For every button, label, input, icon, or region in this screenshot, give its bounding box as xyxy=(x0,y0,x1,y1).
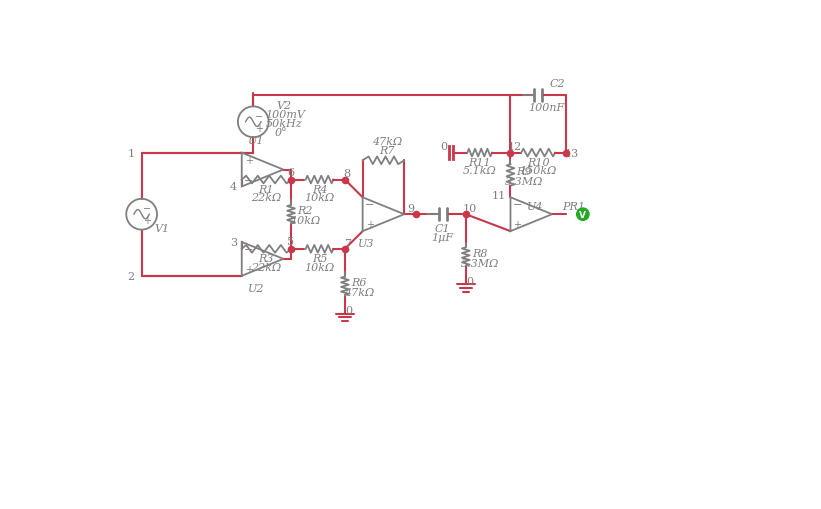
Text: +: + xyxy=(245,155,253,165)
Text: U1: U1 xyxy=(248,136,264,146)
Text: V: V xyxy=(580,210,586,219)
Text: 5: 5 xyxy=(287,237,295,247)
Text: 11: 11 xyxy=(492,190,506,201)
Text: −: − xyxy=(365,200,374,210)
Text: 10kΩ: 10kΩ xyxy=(305,193,335,203)
Text: V2: V2 xyxy=(277,101,291,110)
Text: R7: R7 xyxy=(379,145,395,155)
Text: 0: 0 xyxy=(345,306,352,316)
Text: V1: V1 xyxy=(154,223,169,234)
Text: PR1: PR1 xyxy=(562,202,585,212)
Text: 9: 9 xyxy=(406,204,414,214)
Text: 0: 0 xyxy=(466,277,473,287)
Text: 100nF: 100nF xyxy=(528,103,564,113)
Text: 150kΩ: 150kΩ xyxy=(520,166,557,176)
Text: R1: R1 xyxy=(259,184,274,194)
Text: R5: R5 xyxy=(312,253,328,264)
Text: 22kΩ: 22kΩ xyxy=(251,262,282,272)
Text: R4: R4 xyxy=(312,184,328,194)
Text: 2: 2 xyxy=(127,271,135,281)
Text: C1: C1 xyxy=(435,223,451,234)
Text: R2: R2 xyxy=(297,206,313,216)
Text: R10: R10 xyxy=(527,157,549,167)
Text: −: − xyxy=(255,111,263,122)
Text: 50kHz: 50kHz xyxy=(266,118,302,128)
Text: +: + xyxy=(143,216,151,226)
Text: 7: 7 xyxy=(344,238,351,248)
Text: R8: R8 xyxy=(472,248,488,258)
Text: 3.3MΩ: 3.3MΩ xyxy=(505,177,544,187)
Text: R3: R3 xyxy=(259,253,274,264)
Text: U2: U2 xyxy=(248,284,264,294)
Text: 1: 1 xyxy=(127,148,135,158)
Text: 8: 8 xyxy=(344,169,351,179)
Text: R11: R11 xyxy=(468,157,491,167)
Text: 0: 0 xyxy=(441,142,447,152)
Text: −: − xyxy=(143,204,151,214)
Text: 5.1kΩ: 5.1kΩ xyxy=(463,166,497,176)
Text: 6: 6 xyxy=(287,167,295,178)
Text: +: + xyxy=(365,220,374,230)
Text: C2: C2 xyxy=(549,79,565,89)
Text: −: − xyxy=(244,175,254,185)
Text: 47kΩ: 47kΩ xyxy=(344,288,374,297)
Text: 10kΩ: 10kΩ xyxy=(290,215,320,225)
Text: 3.3MΩ: 3.3MΩ xyxy=(461,258,499,268)
Text: 12: 12 xyxy=(507,142,521,152)
Text: 1μF: 1μF xyxy=(432,233,454,243)
Text: 0°: 0° xyxy=(275,128,287,137)
Text: 10: 10 xyxy=(462,204,477,214)
Text: R9: R9 xyxy=(516,167,532,177)
Text: 47kΩ: 47kΩ xyxy=(372,137,402,147)
Text: 22kΩ: 22kΩ xyxy=(251,193,282,203)
Text: R6: R6 xyxy=(351,277,366,288)
Text: 3: 3 xyxy=(230,238,236,247)
Text: 4: 4 xyxy=(230,182,236,192)
Text: U3: U3 xyxy=(358,239,374,249)
Text: 100mV: 100mV xyxy=(266,110,305,120)
Text: +: + xyxy=(255,124,263,134)
Text: +: + xyxy=(245,264,253,274)
Text: +: + xyxy=(513,220,521,230)
Text: −: − xyxy=(512,200,522,210)
Text: 10kΩ: 10kΩ xyxy=(305,262,335,272)
Circle shape xyxy=(576,209,589,221)
Text: −: − xyxy=(244,244,254,254)
Text: U4: U4 xyxy=(527,202,544,212)
Text: 13: 13 xyxy=(565,148,579,158)
